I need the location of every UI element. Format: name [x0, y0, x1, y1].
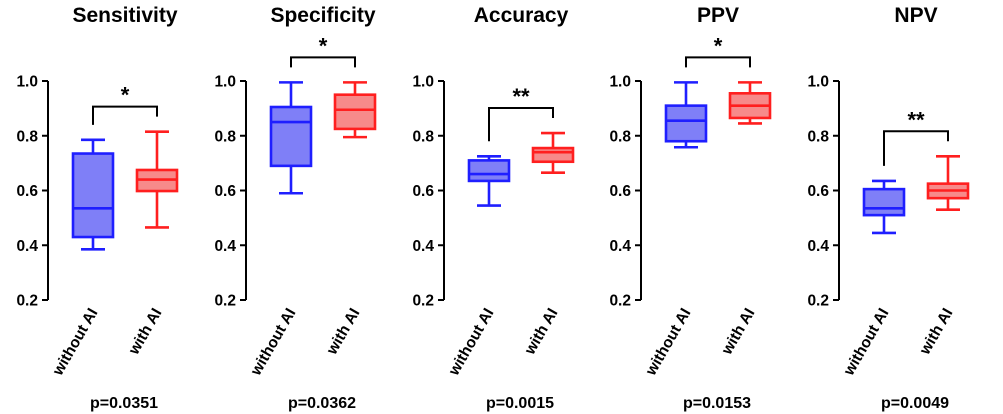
y-tick-label: 0.6	[16, 183, 38, 200]
chart-title: Sensitivity	[72, 4, 177, 27]
p-value: p=0.0153	[683, 395, 751, 412]
y-tick-label: 1.0	[412, 74, 434, 91]
y-tick-label: 0.8	[807, 128, 829, 145]
iqr-box	[467, 159, 511, 183]
significance-bracket	[685, 56, 751, 68]
category-label: with AI	[125, 306, 165, 359]
y-tick-label: 0.6	[609, 183, 631, 200]
y-tick-label: 0.2	[16, 293, 38, 310]
y-tick-label: 0.4	[609, 238, 631, 255]
significance-marker: **	[512, 84, 530, 109]
y-tick-label: 0.2	[214, 293, 236, 310]
significance-bracket	[883, 130, 949, 166]
category-label: without AI	[247, 306, 299, 380]
y-tick-label: 0.4	[412, 238, 434, 255]
iqr-box	[333, 93, 377, 131]
y-tick-label: 0.8	[412, 128, 434, 145]
y-tick-label: 1.0	[16, 74, 38, 91]
box-with-ai	[531, 131, 575, 175]
y-tick-label: 1.0	[214, 74, 236, 91]
box-without-ai	[664, 81, 708, 149]
y-tick-label: 0.4	[16, 238, 38, 255]
significance-marker: *	[714, 33, 723, 58]
chart-panel-ppv: PPV 0.2 0.4 0.6 0.8 1.0 without AI with AI * p=0.…	[609, 4, 772, 412]
box-with-ai	[926, 154, 970, 211]
y-tick-label: 0.2	[412, 293, 434, 310]
p-value: p=0.0049	[881, 395, 949, 412]
y-tick-label: 0.2	[609, 293, 631, 310]
box-with-ai	[135, 130, 179, 229]
p-value: p=0.0351	[90, 395, 158, 412]
p-value: p=0.0362	[288, 395, 356, 412]
y-tick-label: 0.6	[412, 183, 434, 200]
category-label: with AI	[323, 306, 363, 359]
chart-title: Specificity	[270, 4, 375, 27]
chart-title: Accuracy	[474, 4, 569, 27]
category-label: with AI	[718, 306, 758, 359]
chart-panel-sensitivity: Sensitivity 0.2 0.4 0.6 0.8 1.0 without AI with…	[16, 4, 179, 412]
chart-title: PPV	[697, 4, 739, 27]
chart-panel-accuracy: Accuracy 0.2 0.4 0.6 0.8 1.0 without AI with AI…	[412, 4, 575, 412]
y-tick-label: 0.2	[807, 293, 829, 310]
chart-panel-npv: NPV 0.2 0.4 0.6 0.8 1.0 without AI with AI ** p=0…	[807, 4, 970, 412]
significance-marker: *	[121, 83, 130, 108]
y-tick-label: 1.0	[609, 74, 631, 91]
chart-panel-specificity: Specificity 0.2 0.4 0.6 0.8 1.0 without AI with…	[214, 4, 377, 412]
p-value: p=0.0015	[486, 395, 554, 412]
significance-bracket	[92, 105, 158, 125]
iqr-box	[664, 104, 708, 143]
y-tick-label: 1.0	[807, 74, 829, 91]
box-without-ai	[862, 179, 906, 235]
y-tick-label: 0.4	[807, 238, 829, 255]
y-tick-label: 0.6	[214, 183, 236, 200]
category-label: without AI	[840, 306, 892, 380]
y-tick-label: 0.6	[807, 183, 829, 200]
category-label: with AI	[916, 306, 956, 359]
y-tick-label: 0.8	[609, 128, 631, 145]
box-with-ai	[728, 81, 772, 125]
significance-bracket	[290, 56, 356, 68]
box-without-ai	[71, 138, 115, 251]
box-without-ai	[467, 154, 511, 207]
y-tick-label: 0.8	[16, 128, 38, 145]
category-label: without AI	[642, 306, 694, 380]
category-label: without AI	[49, 306, 101, 380]
iqr-box	[71, 152, 115, 239]
significance-marker: *	[319, 33, 328, 58]
significance-bracket	[488, 107, 554, 142]
y-tick-label: 0.8	[214, 128, 236, 145]
y-tick-label: 0.4	[214, 238, 236, 255]
box-with-ai	[333, 81, 377, 139]
category-label: without AI	[445, 306, 497, 380]
box-without-ai	[269, 81, 313, 195]
iqr-box	[269, 105, 313, 168]
iqr-box	[862, 187, 906, 217]
significance-marker: **	[907, 107, 925, 132]
iqr-box	[531, 146, 575, 164]
category-label: with AI	[521, 306, 561, 359]
chart-title: NPV	[894, 4, 937, 27]
